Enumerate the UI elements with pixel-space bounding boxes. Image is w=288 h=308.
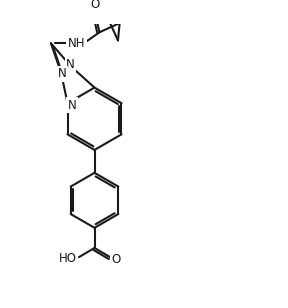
Text: HO: HO <box>59 253 77 265</box>
Text: N: N <box>68 99 77 111</box>
Text: O: O <box>111 253 120 266</box>
Text: N: N <box>66 59 75 71</box>
Text: N: N <box>58 67 66 80</box>
Text: NH: NH <box>68 37 85 50</box>
Text: O: O <box>90 0 100 11</box>
